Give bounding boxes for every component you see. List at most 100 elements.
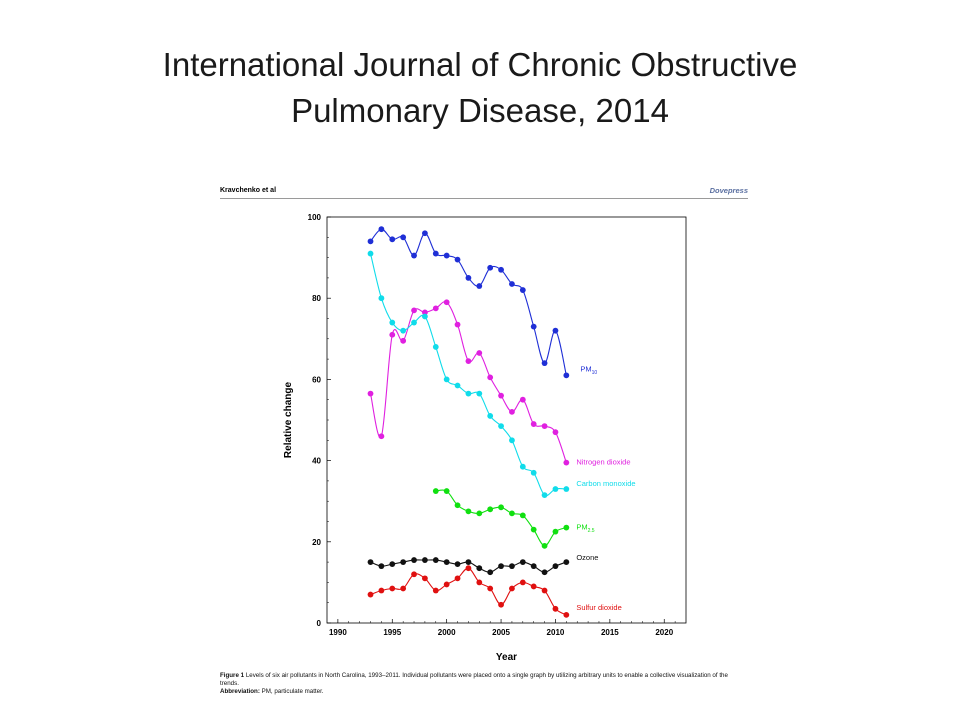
data-point-pm2-5: [509, 510, 515, 517]
data-point-sulfur-dioxide: [411, 571, 417, 578]
caption-abbrev-text: PM, particulate matter.: [261, 688, 324, 695]
data-point-nitrogen-dioxide: [530, 421, 537, 427]
data-point-ozone: [519, 559, 526, 565]
data-point-nitrogen-dioxide: [541, 423, 548, 429]
data-point-nitrogen-dioxide: [454, 321, 461, 328]
data-point-carbon-monoxide: [530, 469, 537, 476]
data-point-carbon-monoxide: [443, 376, 450, 383]
data-point-ozone: [443, 559, 450, 565]
series-label-nitrogen-dioxide: Nitrogen dioxide: [576, 458, 630, 467]
data-point-carbon-monoxide: [411, 319, 417, 326]
data-point-nitrogen-dioxide: [389, 331, 396, 338]
data-point-pm10: [487, 264, 494, 271]
data-point-sulfur-dioxide: [530, 583, 537, 590]
data-point-sulfur-dioxide: [476, 579, 483, 586]
data-point-ozone: [563, 559, 570, 565]
y-tick-label: 20: [312, 538, 321, 547]
data-point-ozone: [454, 561, 461, 568]
series-label-sulfur-dioxide: Sulfur dioxide: [576, 603, 621, 612]
x-tick-label: 2015: [601, 628, 619, 637]
data-point-nitrogen-dioxide: [465, 358, 472, 365]
series-line-pm10: [370, 228, 567, 376]
data-point-carbon-monoxide: [498, 423, 504, 429]
data-point-nitrogen-dioxide: [498, 392, 504, 399]
x-tick-label: 1990: [329, 628, 347, 637]
data-point-carbon-monoxide: [432, 344, 439, 350]
data-point-pm2-5: [476, 510, 483, 517]
x-tick-label: 1995: [383, 628, 401, 637]
data-point-sulfur-dioxide: [432, 587, 439, 594]
data-point-carbon-monoxide: [400, 327, 407, 334]
data-point-ozone: [422, 557, 428, 563]
data-point-pm10: [563, 372, 570, 379]
series-label-subscript: 10: [592, 370, 598, 376]
data-point-pm10: [519, 287, 526, 293]
data-point-nitrogen-dioxide: [411, 307, 417, 314]
data-point-pm10: [465, 275, 472, 281]
data-point-ozone: [487, 569, 494, 576]
data-point-ozone: [552, 563, 559, 570]
series-label-pm2-5: PM2.5: [576, 523, 594, 535]
y-tick-label: 40: [312, 457, 321, 466]
data-point-pm2-5: [563, 524, 570, 531]
y-tick-label: 100: [308, 213, 322, 222]
data-point-nitrogen-dioxide: [422, 309, 428, 316]
series-line-pm2-5: [435, 489, 567, 547]
series-line-sulfur-dioxide: [370, 567, 567, 616]
data-point-pm10: [530, 323, 537, 330]
line-chart: 1990 1995 2000 2005 2010 2015 2020 0 20 40 60 80 100…: [283, 213, 687, 663]
y-axis-title: Relative change: [283, 381, 294, 458]
data-point-pm10: [498, 266, 504, 273]
data-point-carbon-monoxide: [378, 295, 385, 302]
data-point-carbon-monoxide: [476, 390, 483, 397]
caption-figure-label: Figure 1: [220, 672, 245, 679]
data-point-sulfur-dioxide: [519, 579, 526, 586]
data-point-sulfur-dioxide: [422, 575, 428, 582]
data-point-sulfur-dioxide: [498, 601, 504, 608]
data-point-pm2-5: [443, 488, 450, 494]
data-point-nitrogen-dioxide: [552, 429, 559, 436]
data-point-carbon-monoxide: [552, 486, 559, 492]
paper-figure: Kravchenko et al Dovepress 1990 1995 2000 2…: [214, 178, 752, 708]
data-point-pm10: [454, 256, 461, 263]
figure-caption: Figure 1 Levels of six air pollutants in…: [220, 672, 748, 696]
data-point-pm2-5: [487, 506, 494, 513]
data-point-sulfur-dioxide: [563, 611, 570, 618]
data-point-ozone: [400, 559, 407, 565]
data-point-ozone: [476, 565, 483, 572]
data-point-carbon-monoxide: [465, 390, 472, 397]
data-point-pm10: [443, 252, 450, 259]
data-point-ozone: [367, 559, 374, 565]
data-point-nitrogen-dioxide: [400, 337, 407, 344]
data-point-sulfur-dioxide: [509, 585, 515, 592]
series-line-carbon-monoxide: [369, 253, 567, 497]
data-point-carbon-monoxide: [541, 492, 548, 499]
data-point-ozone: [378, 563, 385, 570]
x-tick-label: 2010: [547, 628, 565, 637]
y-tick-label: 60: [312, 375, 321, 384]
series-label-ozone: Ozone: [576, 553, 598, 562]
x-axis-title: Year: [496, 652, 517, 663]
data-point-sulfur-dioxide: [487, 585, 494, 592]
series-label-subscript: 2.5: [588, 528, 595, 534]
data-point-pm2-5: [498, 504, 504, 511]
data-point-pm10: [476, 283, 483, 289]
paper-header: Kravchenko et al Dovepress: [220, 184, 748, 198]
data-point-pm2-5: [552, 528, 559, 535]
data-point-carbon-monoxide: [509, 437, 515, 444]
data-point-pm10: [389, 236, 396, 243]
data-point-pm10: [509, 281, 515, 287]
paper-author: Kravchenko et al: [220, 187, 277, 194]
data-point-ozone: [432, 557, 439, 563]
data-point-sulfur-dioxide: [454, 575, 461, 582]
data-point-ozone: [465, 559, 472, 565]
series-line-nitrogen-dioxide: [369, 301, 567, 463]
data-point-ozone: [509, 563, 515, 570]
data-point-pm2-5: [541, 542, 548, 549]
plot-frame: [326, 216, 687, 624]
data-point-nitrogen-dioxide: [519, 396, 526, 403]
data-point-ozone: [541, 569, 548, 576]
data-point-sulfur-dioxide: [389, 585, 396, 592]
data-point-pm2-5: [454, 502, 461, 509]
data-point-nitrogen-dioxide: [378, 433, 385, 440]
